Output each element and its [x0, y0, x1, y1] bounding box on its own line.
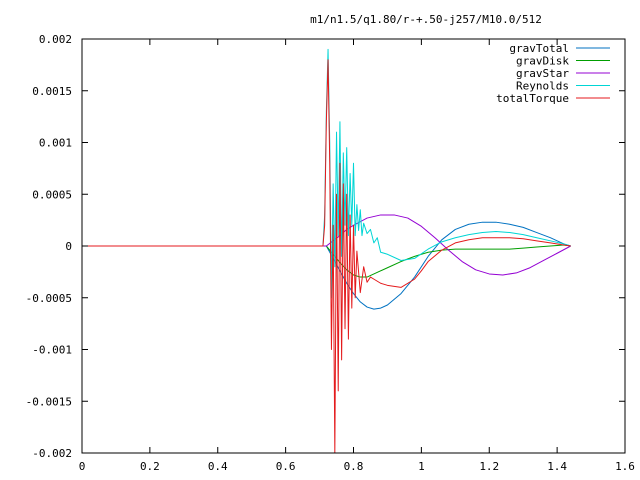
y-tick-label: -0.001 — [32, 344, 72, 357]
y-tick-label: 0 — [65, 240, 72, 253]
y-tick-label: -0.002 — [32, 447, 72, 460]
y-tick-label: 0.0015 — [32, 85, 72, 98]
x-tick-label: 1.4 — [547, 460, 567, 473]
y-tick-label: -0.0005 — [26, 292, 72, 305]
legend-label: gravDisk — [516, 55, 569, 68]
legend: gravTotalgravDiskgravStarReynoldstotalTo… — [496, 42, 610, 105]
y-tick-label: 0.0005 — [32, 188, 72, 201]
series-line-gravtotal — [82, 221, 571, 310]
y-tick-label: 0.002 — [39, 33, 72, 46]
legend-label: totalTorque — [496, 92, 569, 105]
legend-label: gravTotal — [509, 42, 569, 55]
x-tick-label: 0 — [79, 460, 86, 473]
series-line-totaltorque — [82, 59, 571, 453]
x-tick-label: 0.4 — [208, 460, 228, 473]
chart-title: m1/n1.5/q1.80/r-+.50-j257/M10.0/512 — [310, 13, 542, 26]
x-tick-label: 0.8 — [344, 460, 364, 473]
x-tick-label: 1.2 — [479, 460, 499, 473]
x-tick-label: 0.6 — [276, 460, 296, 473]
y-tick-label: 0.001 — [39, 137, 72, 150]
y-tick-label: -0.0015 — [26, 395, 72, 408]
x-tick-label: 0.2 — [140, 460, 160, 473]
series-line-gravdisk — [82, 244, 571, 278]
series-line-reynolds — [82, 48, 571, 299]
series-line-gravstar — [82, 214, 571, 276]
legend-label: gravStar — [516, 67, 569, 80]
x-tick-label: 1 — [418, 460, 425, 473]
legend-label: Reynolds — [516, 80, 569, 93]
x-tick-label: 1.6 — [615, 460, 635, 473]
